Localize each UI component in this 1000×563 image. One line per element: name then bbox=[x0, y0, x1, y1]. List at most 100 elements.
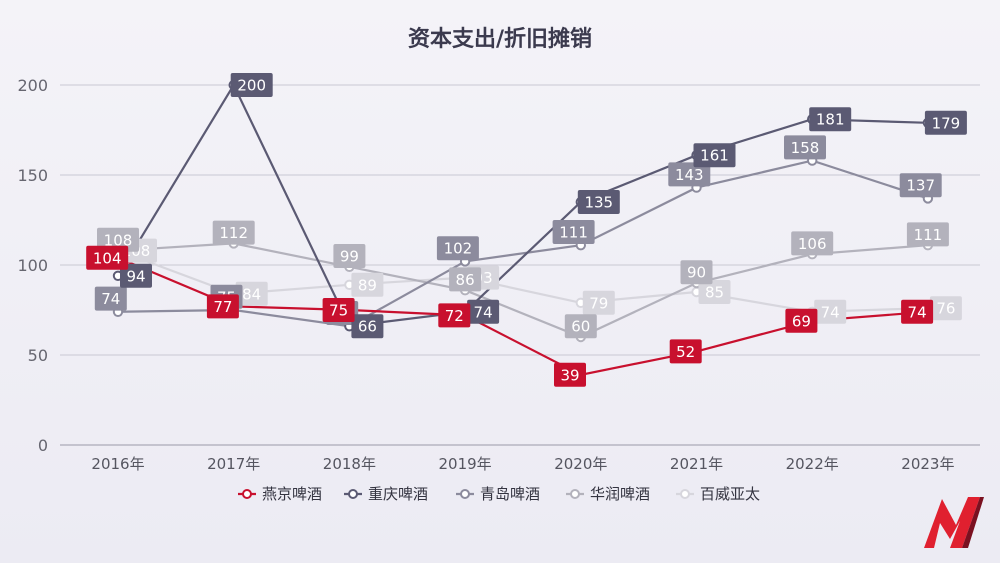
data-label-box bbox=[436, 236, 479, 261]
data-label-text: 52 bbox=[676, 343, 695, 361]
data-label-box bbox=[235, 281, 268, 306]
legend: 燕京啤酒 重庆啤酒 青岛啤酒 华润啤酒 百威亚太 bbox=[238, 485, 760, 503]
series-line bbox=[117, 242, 928, 339]
data-label-text: 90 bbox=[687, 264, 706, 282]
data-label-text: 60 bbox=[571, 318, 590, 336]
data-label: 90 bbox=[680, 260, 713, 285]
data-label: 66 bbox=[351, 314, 384, 339]
data-label-box bbox=[693, 143, 736, 168]
data-label-box bbox=[120, 263, 152, 288]
x-tick-label: 2017年 bbox=[207, 455, 260, 473]
legend-swatch-marker bbox=[570, 489, 580, 499]
data-label-box bbox=[351, 314, 384, 339]
data-label: 74 bbox=[814, 299, 847, 324]
data-label-text: 106 bbox=[798, 235, 827, 253]
data-label-text: 77 bbox=[213, 298, 232, 316]
data-label-text: 181 bbox=[816, 111, 845, 129]
data-label: 135 bbox=[577, 190, 620, 214]
data-label-box bbox=[230, 73, 273, 97]
data-label-text: 89 bbox=[358, 276, 377, 294]
data-label-text: 74 bbox=[101, 290, 120, 308]
series-line bbox=[117, 159, 929, 328]
data-label: 52 bbox=[669, 339, 702, 364]
data-label-box bbox=[784, 135, 826, 160]
data-label-text: 74 bbox=[474, 303, 493, 321]
data-label: 200 bbox=[230, 73, 273, 97]
legend-label: 华润啤酒 bbox=[590, 485, 650, 503]
data-label-text: 99 bbox=[340, 248, 359, 266]
chart-title: 资本支出/折旧摊销 bbox=[408, 26, 592, 52]
y-axis: 0 50 100 150 200 bbox=[17, 76, 48, 455]
data-label-text: 74 bbox=[821, 303, 840, 321]
data-label-box bbox=[924, 110, 967, 135]
data-label: 111 bbox=[906, 222, 949, 247]
legend-item: 百威亚太 bbox=[676, 485, 760, 503]
data-label-text: 158 bbox=[791, 139, 820, 157]
data-label-box bbox=[785, 308, 818, 333]
data-label-box bbox=[577, 190, 620, 214]
data-label: 69 bbox=[785, 308, 818, 333]
data-label-box bbox=[814, 299, 847, 324]
x-tick-label: 2018年 bbox=[323, 455, 376, 473]
data-label-text: 108 bbox=[104, 231, 133, 249]
data-label-box bbox=[698, 280, 731, 304]
x-axis: 2016年 2017年 2018年 2019年 2020年 2021年 2022年 2023年 bbox=[91, 455, 954, 473]
data-label: 74 bbox=[94, 286, 127, 311]
legend-item: 燕京啤酒 bbox=[238, 485, 322, 503]
data-label-box bbox=[668, 162, 711, 187]
data-label-text: 112 bbox=[219, 224, 248, 242]
data-label-text: 137 bbox=[906, 177, 935, 195]
data-label-box bbox=[86, 245, 129, 270]
x-tick-label: 2022年 bbox=[786, 455, 839, 473]
data-label: 181 bbox=[809, 107, 852, 132]
data-label: 85 bbox=[698, 280, 731, 304]
legend-swatch-marker bbox=[242, 489, 252, 499]
legend-swatch-marker bbox=[460, 489, 470, 499]
data-label-text: 86 bbox=[456, 271, 475, 289]
m-logo-icon bbox=[924, 497, 984, 548]
data-label-text: 74 bbox=[908, 303, 927, 321]
data-label: 75 bbox=[322, 298, 355, 322]
x-tick-label: 2023年 bbox=[901, 455, 954, 473]
y-tick-label: 100 bbox=[17, 256, 48, 275]
data-label-text: 104 bbox=[93, 249, 122, 267]
legend-swatch-marker bbox=[348, 489, 358, 499]
data-label: 84 bbox=[235, 281, 268, 306]
y-tick-label: 200 bbox=[17, 76, 48, 95]
data-label-box bbox=[554, 362, 586, 387]
data-label-text: 111 bbox=[914, 226, 943, 244]
data-label: 94 bbox=[120, 263, 152, 288]
data-label-text: 39 bbox=[560, 366, 579, 384]
data-label-text: 84 bbox=[242, 285, 261, 303]
data-label-box bbox=[351, 272, 384, 297]
data-label-box bbox=[333, 244, 366, 268]
data-label-box bbox=[322, 298, 355, 322]
series-line bbox=[117, 82, 928, 328]
data-label-text: 179 bbox=[932, 114, 961, 132]
data-label-box bbox=[929, 296, 962, 321]
data-label: 161 bbox=[693, 143, 736, 168]
data-label: 99 bbox=[333, 244, 366, 268]
data-label: 86 bbox=[449, 267, 482, 292]
data-label-text: 69 bbox=[792, 312, 811, 330]
legend-label: 青岛啤酒 bbox=[480, 485, 540, 503]
data-label: 74 bbox=[467, 299, 500, 324]
data-label-text: 200 bbox=[237, 77, 266, 95]
data-label: 158 bbox=[784, 135, 826, 160]
y-tick-label: 150 bbox=[17, 166, 48, 185]
legend-item: 华润啤酒 bbox=[566, 485, 650, 503]
data-label-box bbox=[669, 339, 702, 364]
data-label-box bbox=[467, 299, 500, 324]
data-label-text: 66 bbox=[358, 318, 377, 336]
grid-layer bbox=[60, 84, 980, 446]
data-label-text: 75 bbox=[329, 302, 348, 320]
data-label-box bbox=[680, 260, 713, 285]
data-label: 106 bbox=[791, 231, 834, 256]
data-label-layer: 1088489937985747610811299866090106111747… bbox=[86, 73, 967, 387]
data-label-box bbox=[809, 107, 852, 132]
legend-label: 燕京啤酒 bbox=[262, 485, 322, 503]
data-label-text: 94 bbox=[126, 267, 145, 285]
data-label: 77 bbox=[206, 294, 239, 319]
data-label: 74 bbox=[901, 299, 934, 324]
